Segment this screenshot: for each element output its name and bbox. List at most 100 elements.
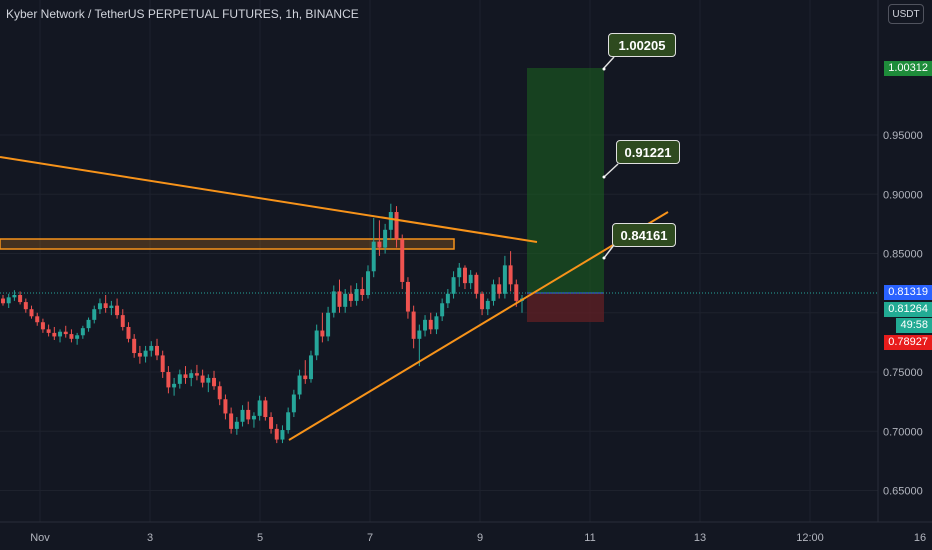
candle-body [491, 284, 496, 301]
candle-body [23, 302, 28, 310]
candle-body [80, 328, 85, 336]
callout-dot-1 [602, 67, 606, 71]
x-tick-label: 16 [914, 532, 926, 544]
candle-body [303, 375, 308, 380]
x-tick-label: Nov [30, 532, 50, 544]
candle-body [394, 212, 399, 240]
candle-body [154, 345, 159, 356]
y-tick-label: 0.85000 [883, 249, 923, 261]
candle-body [103, 303, 108, 309]
candle-body [257, 400, 262, 416]
candle-body [366, 271, 371, 295]
chart-title: Kyber Network / TetherUS PERPETUAL FUTUR… [6, 7, 359, 21]
candle-body [451, 277, 456, 294]
candle-body [223, 399, 228, 414]
callout-dot-3 [602, 256, 606, 260]
x-tick-label: 3 [147, 532, 153, 544]
candle-body [183, 374, 188, 378]
candle-body [58, 331, 63, 337]
candle-body [29, 309, 34, 317]
x-tick-label: 11 [584, 532, 595, 544]
callout-dot-2 [602, 175, 606, 179]
candle-body [377, 241, 382, 248]
candle-body [63, 331, 68, 335]
candle-body [40, 322, 45, 330]
candle-body [35, 316, 40, 323]
target-zone [527, 68, 604, 293]
candle-body [269, 417, 274, 429]
candle-body [143, 350, 148, 357]
x-tick-label: 12:00 [796, 532, 824, 544]
candle-body [132, 338, 137, 354]
candle-body [326, 312, 331, 337]
candle-body [348, 293, 353, 301]
stop-zone [527, 293, 604, 322]
candle-body [92, 309, 97, 320]
countdown-tag: 49:58 [896, 318, 932, 333]
candle-body [246, 409, 251, 420]
candle-body [508, 265, 513, 285]
target-price-tag: 1.00312 [884, 61, 932, 76]
candle-body [485, 300, 490, 310]
candle-body [263, 400, 268, 418]
price-axis-bg [878, 0, 932, 522]
candle-body [291, 394, 296, 413]
candle-body [160, 355, 165, 372]
candle-body [337, 291, 342, 307]
candle-body [360, 289, 365, 295]
candle-body [69, 334, 74, 339]
candle-body [109, 305, 114, 309]
candle-body [354, 289, 359, 301]
candle-body [52, 332, 57, 337]
candle-body [1, 298, 5, 304]
y-tick-label: 0.65000 [883, 486, 923, 498]
entry-callout[interactable]: 0.84161 [612, 223, 676, 247]
descending-trendline [0, 156, 538, 243]
candle-body [172, 383, 177, 388]
candle-body [234, 421, 239, 429]
candle-body [120, 315, 125, 327]
candle-body [75, 335, 80, 339]
candle-body [502, 265, 507, 294]
candle-body [194, 373, 199, 376]
candle-body [411, 311, 416, 339]
candle-body [371, 241, 376, 272]
y-tick-label: 0.95000 [883, 130, 923, 142]
callout-pointer-1 [603, 56, 615, 69]
callout-pointer-3 [603, 244, 615, 259]
candle-body [46, 329, 51, 333]
candle-body [217, 386, 222, 400]
candle-body [457, 267, 462, 278]
candle-body [417, 330, 422, 339]
candle-body [314, 330, 319, 356]
candle-body [189, 373, 194, 378]
candle-body [474, 274, 479, 294]
candle-body [251, 415, 256, 420]
candle-body [405, 281, 410, 312]
candle-body [400, 239, 405, 282]
entry-price-tag: 0.81319 [884, 285, 932, 300]
candle-body [115, 305, 120, 316]
candle-body [149, 345, 154, 351]
mid-callout[interactable]: 0.91221 [616, 140, 680, 164]
candle-body [331, 291, 336, 313]
currency-button[interactable]: USDT [888, 4, 924, 24]
candle-body [434, 316, 439, 330]
last-price-tag: 0.81264 [884, 302, 932, 317]
candle-body [212, 377, 217, 387]
candle-body [229, 413, 234, 429]
candle-body [18, 294, 23, 303]
y-tick-label: 0.90000 [883, 189, 923, 201]
candle-body [200, 375, 205, 383]
x-tick-label: 9 [477, 532, 483, 544]
candle-body [297, 375, 302, 395]
candle-body [177, 374, 182, 384]
candle-body [6, 297, 11, 304]
candle-body [126, 326, 131, 339]
resistance-zone [0, 238, 455, 250]
candle-body [274, 428, 279, 440]
y-tick-label: 0.75000 [883, 367, 923, 379]
target-callout[interactable]: 1.00205 [608, 33, 676, 57]
candle-body [320, 330, 325, 337]
